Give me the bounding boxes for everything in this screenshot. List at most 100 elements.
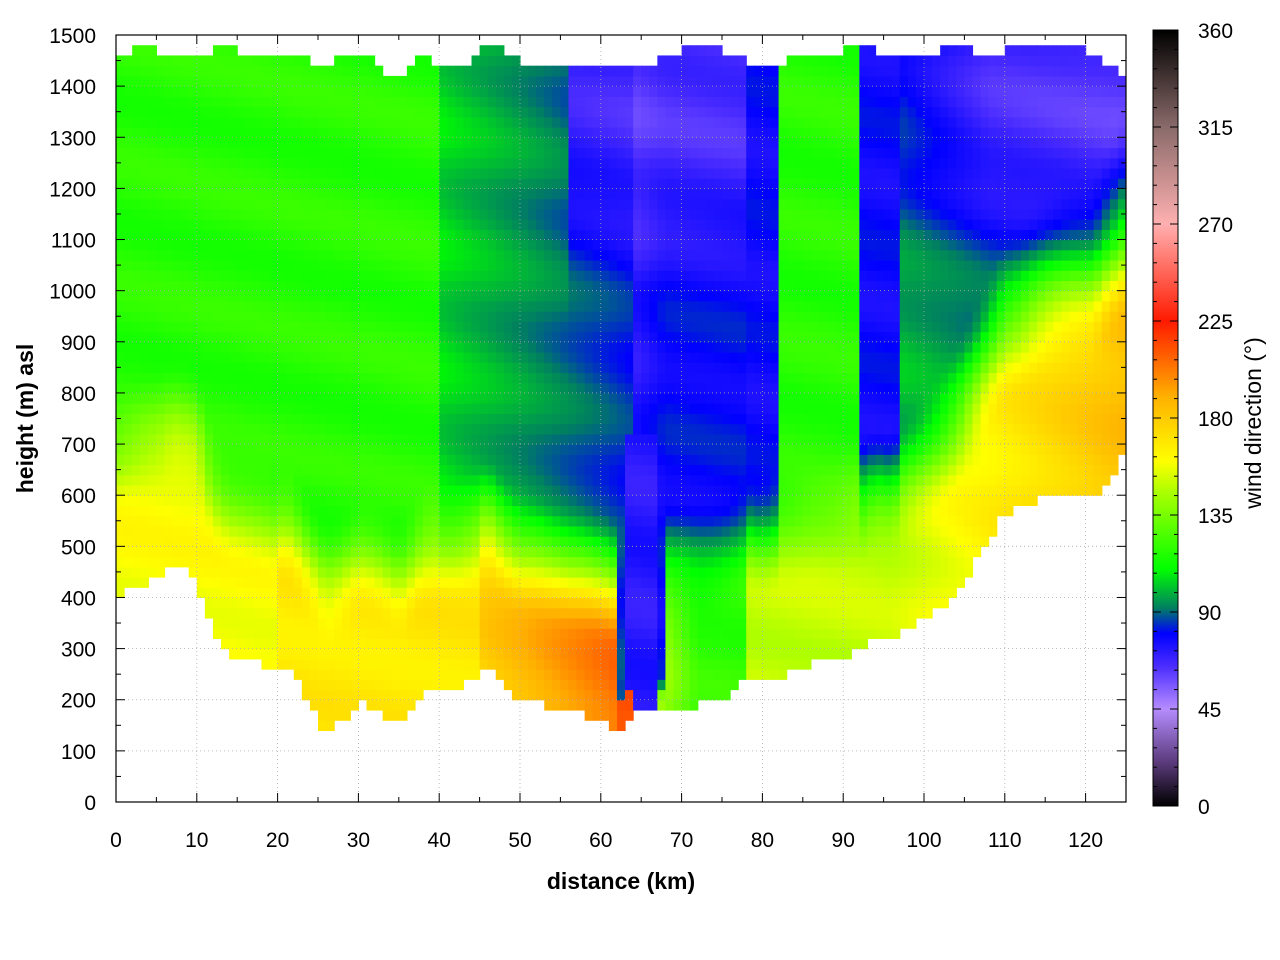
- heatmap-cell: [479, 362, 489, 374]
- heatmap-cell: [309, 270, 319, 282]
- heatmap-cell: [616, 147, 626, 159]
- heatmap-cell: [212, 546, 222, 558]
- heatmap-cell: [657, 229, 667, 241]
- heatmap-cell: [285, 352, 295, 363]
- heatmap-cell: [625, 280, 634, 292]
- heatmap-cell: [221, 198, 230, 210]
- heatmap-cell: [188, 198, 198, 210]
- heatmap-cell: [455, 198, 465, 210]
- heatmap-cell: [358, 239, 368, 251]
- heatmap-cell: [657, 198, 667, 210]
- heatmap-cell: [301, 536, 311, 547]
- heatmap-cell: [705, 147, 715, 159]
- heatmap-cell: [374, 587, 384, 599]
- heatmap-cell: [212, 484, 222, 496]
- heatmap-cell: [398, 597, 408, 609]
- heatmap-cell: [616, 607, 626, 619]
- heatmap-cell: [633, 300, 642, 312]
- heatmap-cell: [342, 658, 351, 670]
- heatmap-cell: [439, 116, 448, 128]
- heatmap-cell: [342, 607, 351, 619]
- heatmap-cell: [560, 331, 570, 343]
- heatmap-cell: [390, 648, 400, 660]
- heatmap-cell: [350, 577, 359, 588]
- heatmap-cell: [414, 382, 424, 394]
- heatmap-cell: [552, 229, 561, 241]
- heatmap-cell: [625, 566, 634, 578]
- heatmap-cell: [536, 341, 545, 353]
- heatmap-cell: [520, 198, 529, 210]
- heatmap-cell: [705, 157, 715, 169]
- heatmap-cell: [390, 280, 400, 292]
- heatmap-cell: [406, 249, 416, 261]
- heatmap-cell: [261, 300, 271, 312]
- heatmap-cell: [633, 515, 642, 527]
- heatmap-cell: [382, 331, 392, 343]
- heatmap-cell: [689, 628, 699, 639]
- heatmap-cell: [261, 587, 271, 599]
- heatmap-cell: [261, 515, 271, 527]
- heatmap-cell: [148, 229, 157, 241]
- heatmap-cell: [673, 331, 683, 343]
- heatmap-cell: [608, 556, 618, 568]
- heatmap-cell: [536, 208, 545, 220]
- heatmap-cell: [414, 372, 424, 384]
- heatmap-cell: [722, 167, 731, 179]
- heatmap-cell: [681, 178, 691, 189]
- heatmap-cell: [390, 116, 400, 128]
- heatmap-cell: [366, 648, 376, 660]
- heatmap-cell: [212, 495, 222, 507]
- heatmap-cell: [754, 617, 763, 629]
- heatmap-cell: [261, 577, 271, 588]
- heatmap-cell: [148, 219, 157, 230]
- heatmap-cell: [164, 270, 174, 282]
- heatmap-cell: [471, 638, 481, 650]
- heatmap-cell: [689, 464, 699, 476]
- heatmap-cell: [390, 413, 400, 425]
- heatmap-cell: [552, 372, 561, 384]
- heatmap-cell: [309, 484, 319, 496]
- heatmap-cell: [576, 566, 586, 578]
- heatmap-cell: [471, 556, 481, 568]
- heatmap-cell: [309, 116, 319, 128]
- heatmap-cell: [334, 495, 343, 507]
- heatmap-cell: [269, 484, 279, 496]
- heatmap-cell: [754, 403, 763, 414]
- heatmap-cell: [204, 536, 214, 547]
- heatmap-cell: [754, 454, 763, 466]
- heatmap-cell: [657, 628, 667, 639]
- heatmap-cell: [479, 628, 489, 639]
- heatmap-cell: [245, 198, 254, 210]
- heatmap-cell: [495, 658, 505, 670]
- heatmap-cell: [730, 270, 739, 282]
- heatmap-cell: [342, 331, 351, 343]
- heatmap-cell: [697, 96, 707, 108]
- heatmap-cell: [140, 188, 149, 200]
- heatmap-cell: [697, 86, 707, 97]
- heatmap-cell: [221, 464, 230, 476]
- heatmap-cell: [366, 699, 376, 711]
- heatmap-cell: [382, 270, 392, 282]
- heatmap-cell: [633, 321, 642, 333]
- heatmap-cell: [245, 188, 254, 200]
- heatmap-cell: [552, 75, 561, 87]
- heatmap-cell: [221, 423, 230, 435]
- heatmap-cell: [616, 403, 626, 414]
- heatmap-cell: [455, 658, 465, 670]
- heatmap-cell: [568, 607, 578, 619]
- heatmap-cell: [253, 392, 263, 404]
- heatmap-cell: [301, 372, 311, 384]
- heatmap-cell: [188, 75, 198, 87]
- heatmap-cell: [148, 65, 157, 77]
- heatmap-cell: [625, 96, 634, 108]
- heatmap-cell: [697, 290, 707, 302]
- heatmap-cell: [358, 208, 368, 220]
- heatmap-cell: [746, 352, 755, 363]
- heatmap-cell: [568, 536, 578, 547]
- heatmap-cell: [301, 147, 311, 159]
- heatmap-cell: [212, 147, 222, 159]
- heatmap-cell: [406, 362, 416, 374]
- heatmap-cell: [568, 290, 578, 302]
- heatmap-cell: [148, 515, 157, 527]
- heatmap-cell: [665, 372, 675, 384]
